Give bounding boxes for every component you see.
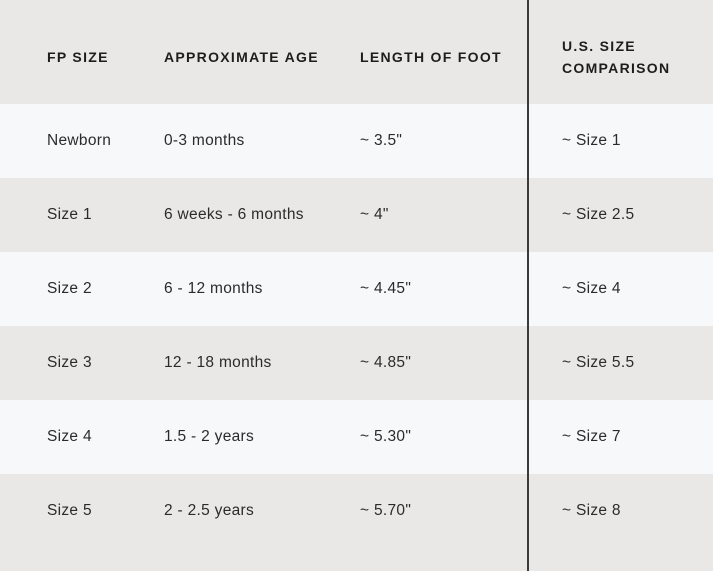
table-cell: Size 2 [47,280,92,297]
table-cell: ~ Size 2.5 [562,206,635,223]
table-cell: ~ 4.85" [360,354,412,371]
table-row: Size 3 12 - 18 months ~ 4.85" ~ Size 5.5 [0,326,713,400]
column-header-fp-size: FP SIZE [47,49,109,65]
table-cell: ~ Size 8 [562,502,621,519]
table-cell: Size 3 [47,354,92,371]
table-header-row: FP SIZE APPROXIMATE AGE LENGTH OF FOOT U… [0,0,713,104]
table-cell: Newborn [47,132,112,149]
table-cell: ~ 5.30" [360,428,412,445]
table-cell: Size 4 [47,428,92,445]
table-cell: 6 - 12 months [164,280,263,297]
table-cell: 6 weeks - 6 months [164,206,304,223]
table-body: Newborn 0-3 months ~ 3.5" ~ Size 1 Size 1 6 w… [0,104,713,548]
table-cell: 1.5 - 2 years [164,428,255,445]
table-cell: ~ Size 1 [562,132,621,149]
table-cell: ~ 4" [360,206,389,223]
table-row: Size 4 1.5 - 2 years ~ 5.30" ~ Size 7 [0,400,713,474]
table-cell: ~ Size 7 [562,428,621,445]
table-cell: ~ 4.45" [360,280,412,297]
column-header-length-of-foot: LENGTH OF FOOT [360,49,502,65]
table-cell: Size 5 [47,502,92,519]
column-divider-line [527,0,529,571]
table-cell: ~ Size 5.5 [562,354,635,371]
table-cell: ~ Size 4 [562,280,621,297]
table-row: Size 1 6 weeks - 6 months ~ 4" ~ Size 2.5 [0,178,713,252]
table-row: Newborn 0-3 months ~ 3.5" ~ Size 1 [0,104,713,178]
table-row: Size 5 2 - 2.5 years ~ 5.70" ~ Size 8 [0,474,713,548]
table-cell: 0-3 months [164,132,245,149]
table-cell: Size 1 [47,206,92,223]
table-cell: 2 - 2.5 years [164,502,255,519]
table-cell: ~ 5.70" [360,502,412,519]
table-cell: ~ 3.5" [360,132,403,149]
column-header-us-size-comparison: U.S. SIZE COMPARISON [562,38,671,76]
table-row: Size 2 6 - 12 months ~ 4.45" ~ Size 4 [0,252,713,326]
column-header-approximate-age: APPROXIMATE AGE [164,49,319,65]
table-cell: 12 - 18 months [164,354,272,371]
